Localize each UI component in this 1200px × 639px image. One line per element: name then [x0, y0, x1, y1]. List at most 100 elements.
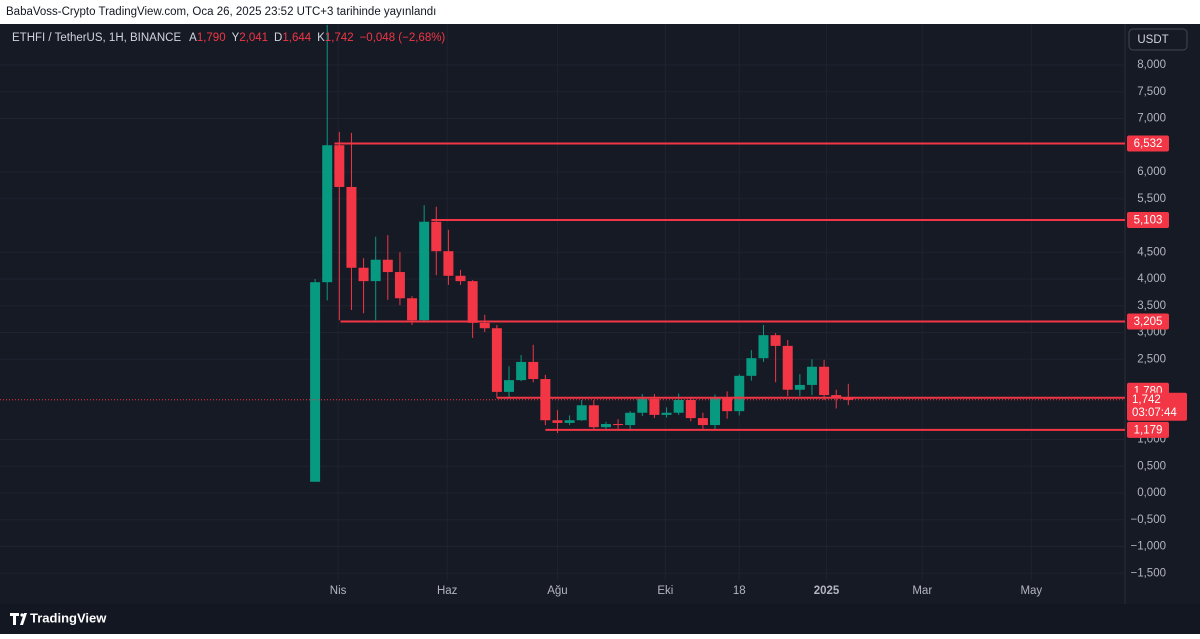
- candle-body: [346, 186, 357, 268]
- candle-body: [564, 420, 575, 423]
- level-price-box: [1127, 135, 1169, 152]
- legend-value: 2,041: [239, 32, 268, 44]
- candle-body: [491, 328, 502, 392]
- candle-body: [552, 420, 563, 423]
- logo-dot: [20, 613, 24, 617]
- brand-logo: [10, 613, 27, 625]
- candle-body: [443, 251, 454, 276]
- candle-body: [685, 399, 696, 419]
- y-tick-label: 2,500: [1137, 353, 1166, 365]
- candle-body: [540, 379, 551, 421]
- candle-body: [588, 405, 599, 428]
- candle-body: [503, 380, 514, 392]
- candles: [310, 24, 854, 482]
- level-price-box: [1127, 313, 1169, 330]
- candle-body: [637, 398, 648, 413]
- candle-body: [625, 412, 636, 426]
- candle-body: [431, 221, 442, 252]
- candle-body: [746, 358, 757, 376]
- candle-body: [661, 412, 672, 415]
- y-tick-label: 8,000: [1137, 59, 1166, 71]
- x-tick-label: May: [1020, 585, 1042, 597]
- x-tick-label: Ağu: [547, 585, 567, 597]
- level-price-box: [1127, 421, 1169, 438]
- legend-symbol: ETHFI / TetherUS, 1H, BINANCE: [12, 32, 181, 44]
- y-tick-label: −0,500: [1131, 514, 1167, 526]
- candle-body: [370, 259, 381, 282]
- candle-body: [455, 275, 466, 282]
- y-tick-label: −1,000: [1131, 541, 1167, 553]
- candle-body: [467, 281, 478, 323]
- footer-bar: [0, 604, 1200, 634]
- brand: TradingView: [30, 610, 107, 625]
- legend-key: K: [317, 32, 325, 44]
- candle-body: [382, 259, 393, 273]
- candle-body: [310, 282, 321, 482]
- plot-background: [0, 24, 1200, 604]
- y-tick-label: 5,500: [1137, 193, 1166, 205]
- published-note: BabaVoss-Crypto TradingView.com, Oca 26,…: [6, 6, 436, 18]
- logo-icon: [10, 613, 27, 625]
- candle-body: [576, 405, 587, 421]
- candle-body: [528, 361, 539, 380]
- candle-body: [516, 361, 527, 381]
- candle-body: [334, 145, 345, 187]
- x-tick-label: Mar: [912, 585, 932, 597]
- level-price-label: 5,103: [1134, 215, 1163, 227]
- x-tick-label: Nis: [330, 585, 347, 597]
- level-price-label: 1,179: [1134, 424, 1163, 436]
- currency[interactable]: USDT: [1137, 34, 1168, 46]
- y-tick-label: 7,500: [1137, 86, 1166, 98]
- level-price-label: 6,532: [1134, 138, 1163, 150]
- legend-value: 1,644: [282, 32, 311, 44]
- candle-body: [649, 398, 660, 415]
- y-tick-label: −1,500: [1131, 567, 1167, 579]
- legend-key: A: [189, 32, 197, 44]
- last-price-box: [1127, 392, 1187, 421]
- legend-key: Y: [232, 32, 240, 44]
- y-tick-label: 0,500: [1137, 460, 1166, 472]
- x-tick-label: Haz: [437, 585, 458, 597]
- y-tick-label: 0,000: [1137, 487, 1166, 499]
- candle-body: [819, 366, 830, 396]
- candle-body: [407, 298, 418, 321]
- candle-body: [697, 418, 708, 426]
- candle-body: [770, 335, 781, 346]
- x-tick-label: 2025: [814, 585, 840, 597]
- candle-body: [831, 395, 842, 398]
- legend-change: −0,048 (−2,68%): [360, 32, 446, 44]
- candle-body: [758, 335, 769, 359]
- candle-body: [479, 322, 490, 329]
- y-tick-label: 6,000: [1137, 166, 1166, 178]
- candle-body: [673, 399, 684, 413]
- candle-body: [613, 423, 624, 426]
- level-price-label: 3,205: [1134, 316, 1163, 328]
- candle-body: [782, 345, 793, 390]
- candle-body: [600, 423, 611, 428]
- header-bar: [0, 0, 1200, 24]
- countdown: 03:07:44: [1132, 407, 1177, 419]
- legend-key: D: [274, 32, 282, 44]
- candle-body: [722, 397, 733, 412]
- y-tick-label: 7,000: [1137, 113, 1166, 125]
- candle-body: [394, 272, 405, 299]
- candle-body: [419, 221, 430, 321]
- candle-body: [734, 375, 745, 412]
- y-tick-label: 3,500: [1137, 300, 1166, 312]
- y-tick-label: 4,000: [1137, 273, 1166, 285]
- x-tick-label: 18: [733, 585, 746, 597]
- x-tick-label: Eki: [657, 585, 673, 597]
- legend: ETHFI / TetherUS, 1H, BINANCE A1,790 Y2,04…: [12, 32, 445, 44]
- currency-button[interactable]: [1128, 28, 1188, 51]
- candle-body: [710, 397, 721, 426]
- candle-body: [794, 384, 805, 390]
- candle-body: [806, 366, 817, 385]
- candle-body: [322, 145, 333, 283]
- overlays: [0, 142, 1125, 431]
- y-tick-label: 4,500: [1137, 246, 1166, 258]
- legend-value: 1,790: [197, 32, 226, 44]
- legend-value: 1,742: [325, 32, 354, 44]
- last-price-label: 1,742: [1132, 394, 1161, 406]
